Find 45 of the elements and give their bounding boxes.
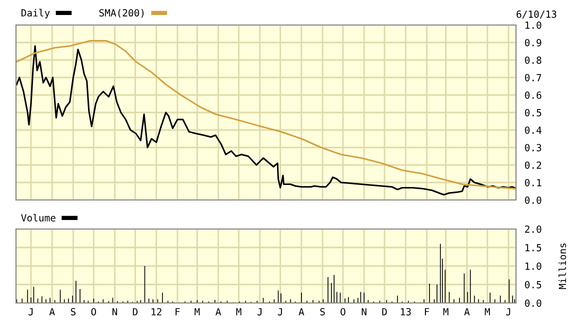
y-tick-label: 0.3 <box>524 144 542 152</box>
x-tick-label: J <box>28 308 33 316</box>
x-tick-label: O <box>91 308 96 316</box>
x-tick-label: N <box>362 308 366 316</box>
x-tick-label: A <box>49 308 55 316</box>
x-tick-label: M <box>443 308 448 316</box>
x-tick-label: M <box>194 308 200 316</box>
y-tick-label: 0.9 <box>524 39 542 46</box>
x-tick-label: S <box>70 308 76 316</box>
y-tick-label: 0.8 <box>524 56 542 64</box>
y-tick-label: 0.0 <box>524 196 542 204</box>
y-tick-label: 0.6 <box>524 92 542 99</box>
y-tick-label: 0.2 <box>524 162 542 169</box>
x-tick-label: A <box>216 308 222 316</box>
y-tick-label: 0.7 <box>524 74 542 82</box>
text: 6/10/13 <box>516 10 556 19</box>
y-tick-label: 0.5 <box>524 109 542 116</box>
x-tick-label: S <box>320 308 325 316</box>
y-tick-label: 0.1 <box>524 179 542 186</box>
x-tick-label: 13 <box>400 308 411 316</box>
legend-label: Volume <box>21 214 56 222</box>
x-tick-label: D <box>382 308 387 316</box>
x-tick-label: A <box>464 308 470 316</box>
legend-label: Daily <box>22 8 50 18</box>
y-tick-label: 1.0 <box>526 22 542 29</box>
y-tick-label: 2.0 <box>525 226 542 233</box>
y-tick-label: 1.0 <box>526 262 542 270</box>
x-tick-label: F <box>424 308 430 316</box>
x-tick-label: M <box>236 308 242 316</box>
x-tick-label: D <box>132 308 138 316</box>
x-tick-label: N <box>112 308 118 316</box>
y-tick-label: 1.5 <box>526 244 542 252</box>
x-tick-label: M <box>484 308 490 316</box>
x-tick-label: J <box>506 308 510 316</box>
legend-label: SMA(200) <box>99 8 144 18</box>
x-tick-label: J <box>278 308 282 316</box>
y-tick-label: 0.5 <box>524 281 542 288</box>
y-axis-title: Millions <box>558 244 566 290</box>
x-tick-label: J <box>257 308 262 316</box>
x-tick-label: A <box>298 308 304 316</box>
y-tick-label: 0.0 <box>524 300 542 307</box>
x-tick-label: 12 <box>152 308 162 316</box>
x-tick-label: O <box>340 308 346 316</box>
x-tick-label: F <box>176 308 180 316</box>
y-tick-label: 0.4 <box>524 126 542 134</box>
